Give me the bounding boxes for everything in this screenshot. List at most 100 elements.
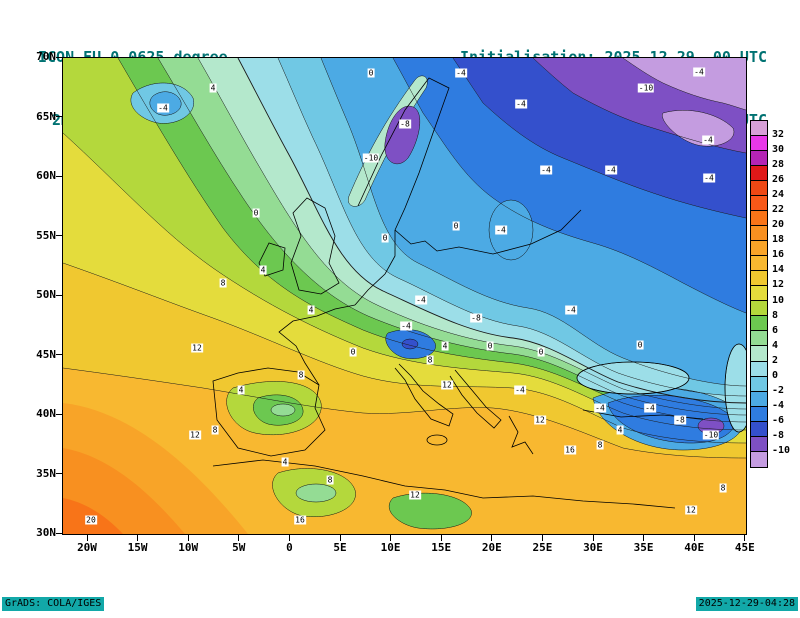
contour-value-label: -8 <box>674 415 686 425</box>
creation-timestamp: 2025-12-29-04:28 <box>695 597 798 611</box>
contour-lines <box>63 58 746 459</box>
colorbar-tick-label: 32 <box>772 129 785 141</box>
colorbar-segment <box>751 256 767 272</box>
colorbar-segment <box>751 241 767 257</box>
lon-tick-label: 5E <box>333 541 347 554</box>
colorbar-tick-label: 6 <box>772 324 779 336</box>
contour-value-label: 4 <box>616 425 624 435</box>
colorbar-tick-label: 16 <box>772 249 785 261</box>
lon-tick-mark <box>288 534 290 541</box>
lon-tick-mark <box>137 534 139 541</box>
colorbar-tick-label: 10 <box>772 294 785 306</box>
colorbar-tick-label: 4 <box>772 339 779 351</box>
contour-value-label: -4 <box>455 68 467 78</box>
lon-tick-label: 40E <box>684 541 705 554</box>
contour-value-label: 8 <box>596 440 604 450</box>
colorbar-segment <box>751 346 767 362</box>
lat-tick-mark <box>56 413 62 415</box>
contour-value-label: -4 <box>693 67 705 77</box>
contour-value-label: -4 <box>495 225 507 235</box>
lon-tick-mark <box>693 534 695 541</box>
grads-stamp: GrADS: COLA/IGES <box>2 597 105 611</box>
colorbar-segment <box>751 391 767 407</box>
temperature-bands <box>63 58 746 534</box>
colorbar-segment <box>751 316 767 332</box>
colorbar-tick-label: -4 <box>772 399 785 411</box>
colorbar-tick-label: 26 <box>772 174 785 186</box>
lon-tick-mark <box>643 534 645 541</box>
contour-value-label: 8 <box>326 475 334 485</box>
colorbar-tick-label: 30 <box>772 144 785 156</box>
colorbar-segment <box>751 436 767 452</box>
lon-tick-mark <box>744 534 746 541</box>
colorbar-tick-label: 2 <box>772 354 779 366</box>
contour-value-label: -4 <box>702 135 714 145</box>
lon-tick-mark <box>440 534 442 541</box>
lat-tick-label: 70N <box>36 50 56 63</box>
lat-tick-mark <box>56 294 62 296</box>
colorbar-segment <box>751 226 767 242</box>
lon-tick-mark <box>187 534 189 541</box>
contour-value-label: 20 <box>85 515 97 525</box>
colorbar-tick-label: 24 <box>772 189 785 201</box>
colorbar-segment <box>751 211 767 227</box>
lon-tick-label: 5W <box>232 541 246 554</box>
lat-tick-mark <box>56 175 62 177</box>
colorbar-tick-label: 18 <box>772 234 785 246</box>
contour-value-label: 4 <box>307 305 315 315</box>
colorbar-segment <box>751 421 767 437</box>
lon-tick-label: 30E <box>583 541 603 554</box>
lon-tick-label: 0 <box>286 541 293 554</box>
contour-value-label: -8 <box>399 119 411 129</box>
contour-value-label: -4 <box>415 295 427 305</box>
lon-tick-mark <box>339 534 341 541</box>
lat-tick-label: 55N <box>36 228 56 242</box>
contour-value-label: -8 <box>470 313 482 323</box>
coastlines <box>212 77 746 509</box>
colorbar-segment <box>751 451 767 467</box>
contour-value-label: 0 <box>367 68 375 78</box>
contour-value-label: 8 <box>211 425 219 435</box>
lat-tick-label: 40N <box>36 407 56 420</box>
lat-tick-mark <box>56 235 62 236</box>
colorbar-segment <box>751 376 767 392</box>
colorbar-segment <box>751 136 767 152</box>
contour-value-label: 12 <box>685 505 697 515</box>
colorbar-segment <box>751 271 767 287</box>
lon-tick-mark <box>86 534 88 541</box>
lat-tick-label: 45N <box>36 347 56 361</box>
lat-tick-label: 50N <box>36 288 56 301</box>
colorbar-segment <box>751 301 767 317</box>
contour-value-label: 4 <box>441 341 449 351</box>
lat-tick-label: 60N <box>36 169 56 182</box>
colorbar-segment <box>751 331 767 347</box>
colorbar-segment <box>751 406 767 422</box>
lat-tick-label: 35N <box>36 466 56 480</box>
lon-tick-mark <box>592 534 594 541</box>
colorbar-tick-label: 8 <box>772 309 779 321</box>
lat-tick-mark <box>56 532 62 534</box>
colorbar-segment <box>751 286 767 302</box>
map-plot-area: 0 -4 -4 -10 -4 -4 -8 -10 -4 -4 -4 0 -4 0 4 8 0 -4 -8 0 -4 0 -4… <box>62 57 747 535</box>
contour-value-label: 8 <box>219 278 227 288</box>
contour-value-label: -4 <box>400 321 412 331</box>
contour-value-label: 8 <box>426 355 434 365</box>
contour-value-label: -4 <box>605 165 617 175</box>
lon-tick-label: 25E <box>532 541 553 554</box>
contour-value-label: -4 <box>540 165 552 175</box>
colorbar-tick-label: 28 <box>772 159 785 171</box>
contour-value-label: -4 <box>515 99 527 109</box>
colorbar-tick-label: 14 <box>772 264 785 276</box>
colorbar-tick-label: 22 <box>772 204 785 216</box>
colorbar-tick-label: -8 <box>772 429 785 441</box>
lon-tick-mark <box>541 534 543 541</box>
colorbar-tick-label: 20 <box>772 219 785 231</box>
contour-value-label: 8 <box>719 483 727 493</box>
contour-value-label: -10 <box>702 430 720 440</box>
lon-tick-mark <box>390 534 392 541</box>
contour-value-label: 0 <box>537 347 545 357</box>
contour-value-label: 4 <box>259 265 267 275</box>
contour-value-label: 12 <box>189 430 201 440</box>
colorbar-tick-label: -2 <box>772 384 785 396</box>
